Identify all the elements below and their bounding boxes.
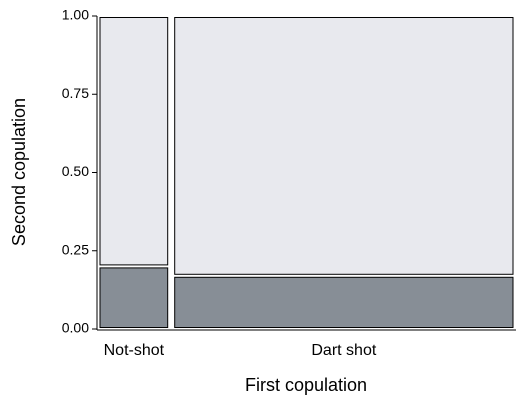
y-tick-label: 0.75 [62, 85, 89, 101]
y-axis-title: Second copulation [9, 98, 29, 246]
segment [174, 276, 514, 329]
y-tick-label: 0.50 [62, 163, 89, 179]
y-tick-label: 0.00 [62, 320, 89, 336]
x-tick-label: Not-shot [104, 342, 165, 359]
segment [174, 17, 514, 275]
y-tick-label: 0.25 [62, 241, 89, 257]
y-tick-label: 1.00 [62, 7, 89, 23]
x-tick-label: Dart shot [311, 342, 376, 359]
x-axis-title: First copulation [245, 375, 367, 395]
segment [99, 267, 169, 328]
segment [99, 17, 169, 266]
